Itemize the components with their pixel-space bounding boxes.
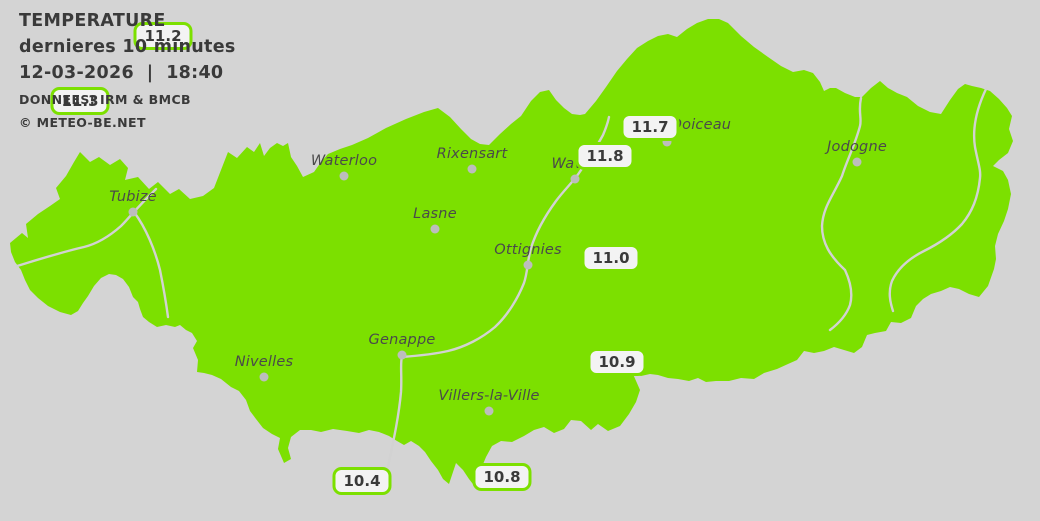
city-marker-ottignies — [523, 260, 533, 270]
province-shape — [10, 19, 1013, 488]
copyright-label: © METEO-BE.NET — [19, 115, 146, 130]
river-gette — [820, 96, 863, 332]
city-marker-tubize — [128, 207, 138, 217]
temperature-badge-11-7: 11.7 — [620, 113, 680, 141]
city-label-waterloo: Waterloo — [310, 153, 378, 169]
city-marker-rixensart — [467, 164, 477, 174]
city-marker-jodogne — [852, 157, 862, 167]
river-senne — [15, 187, 158, 268]
river-senne-branch — [132, 210, 170, 319]
city-marker-nivelles — [259, 372, 269, 382]
temperature-badge-11-3: 11.3 — [50, 87, 110, 115]
city-label-rixensart: Rixensart — [436, 146, 508, 162]
datetime-label: 12-03-2026 | 18:40 — [19, 63, 224, 83]
city-marker-waterloo — [339, 171, 349, 181]
temperature-badge-11-2: 11.2 — [133, 22, 193, 50]
temperature-badge-10-8: 10.8 — [472, 463, 532, 491]
temperature-badge-10-9: 10.9 — [587, 348, 647, 376]
city-label-jodogne: Jodogne — [827, 139, 887, 155]
city-marker-grez-doiceau — [662, 137, 672, 147]
city-marker-villers-la-ville — [484, 406, 494, 416]
city-label-lasne: Lasne — [413, 206, 457, 222]
temperature-badge-11-8: 11.8 — [575, 142, 635, 170]
map-header: TEMPERATURE dernieres 10 minutes 12-03-2… — [19, 8, 236, 132]
page-title: TEMPERATURE — [19, 11, 166, 31]
city-label-genappe: Genappe — [368, 332, 436, 348]
page-subtitle: dernieres 10 minutes — [19, 37, 236, 57]
temperature-badge-10-4: 10.4 — [332, 467, 392, 495]
temperature-badge-11-0: 11.0 — [581, 244, 641, 272]
data-source-label: DONNEES: IRM & BMCB — [19, 92, 191, 107]
city-label-villers-la-ville: Villers-la-Ville — [438, 388, 540, 404]
city-label-nivelles: Nivelles — [234, 354, 294, 370]
river-east — [888, 87, 988, 313]
city-marker-genappe — [397, 350, 407, 360]
city-marker-lasne — [430, 224, 440, 234]
city-label-ottignies: Ottignies — [494, 242, 562, 258]
city-label-tubize: Tubize — [109, 189, 157, 205]
city-marker-wavre — [570, 174, 580, 184]
